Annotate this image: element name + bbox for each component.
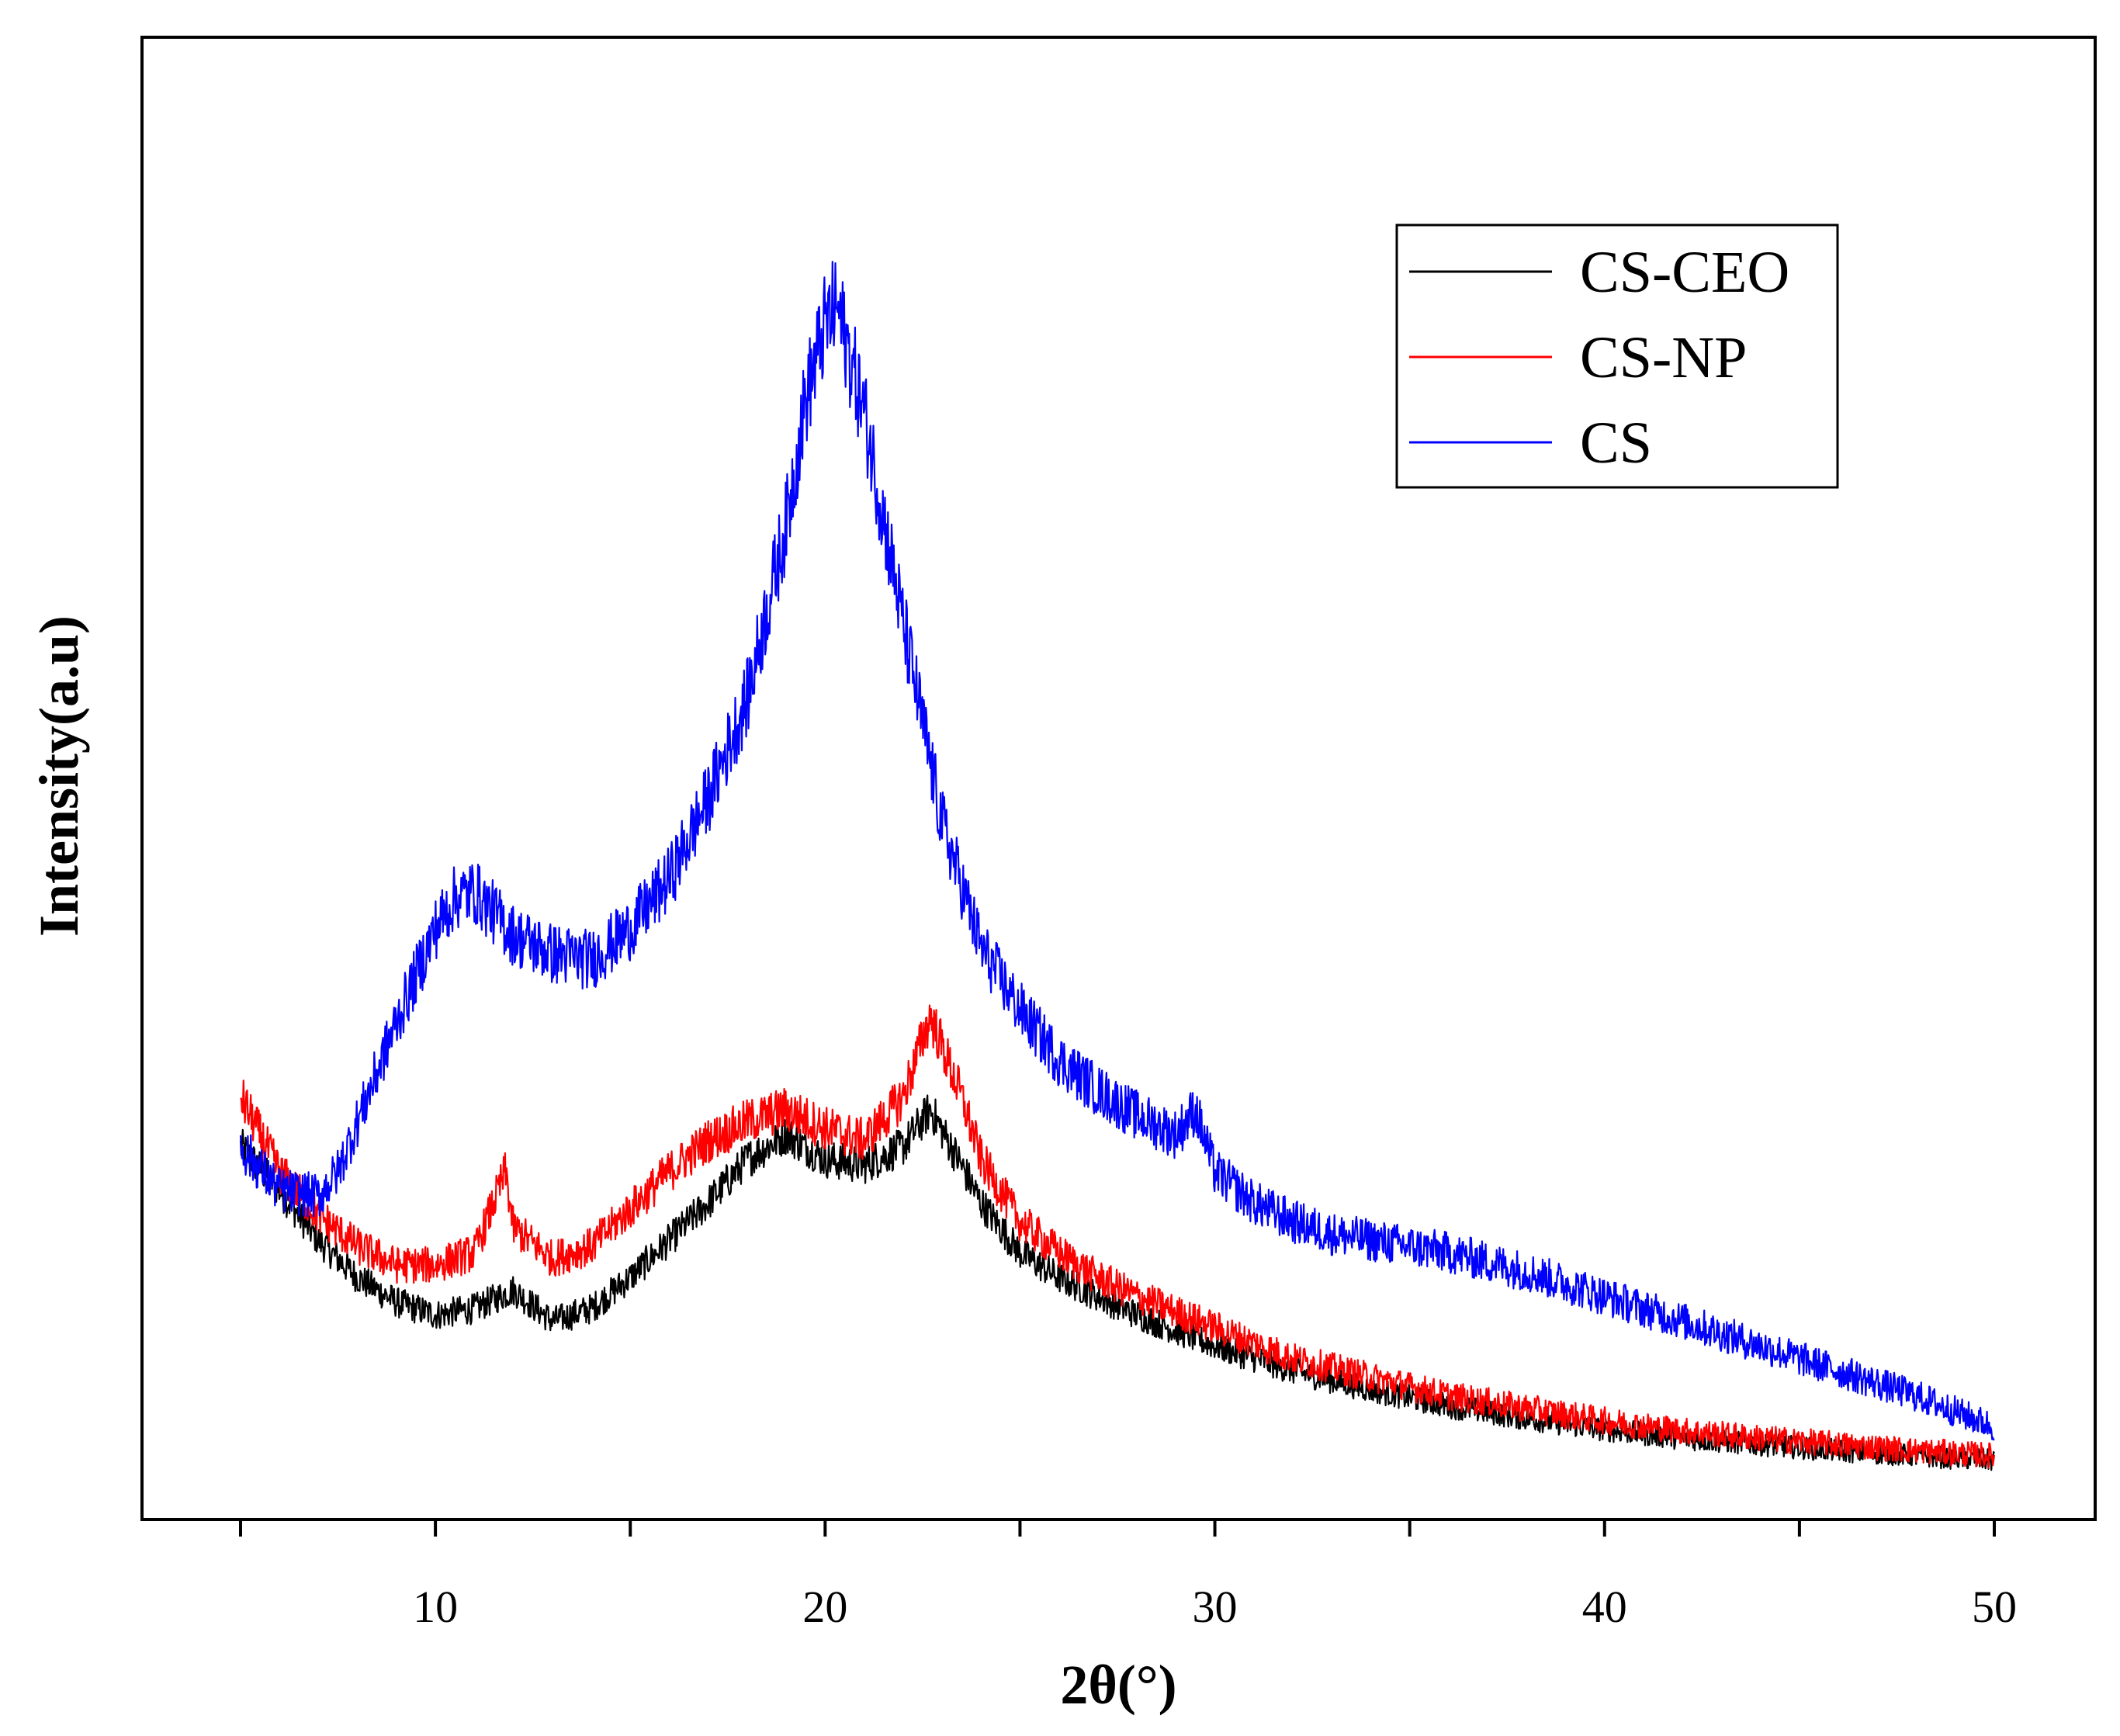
y-axis-title: Intensity(a.u) [28,615,90,937]
x-axis-title: 2θ(°) [1060,1654,1176,1716]
legend-items: CS-CEO CS-NP CS [1409,240,1789,476]
legend-label-cs: CS [1580,411,1652,476]
series-layer [239,261,1996,1471]
series-line-cs [239,261,1995,1441]
x-tick-label-10: 10 [413,1582,458,1632]
plot-frame [140,36,2097,1521]
x-tick-label-40: 40 [1582,1582,1627,1632]
x-tick-label-50: 50 [1972,1582,2017,1632]
x-tick-label-20: 20 [802,1582,847,1632]
legend: CS-CEO CS-NP CS [1395,223,1839,489]
legend-label-cs-ceo: CS-CEO [1580,240,1789,305]
legend-label-cs-np: CS-NP [1580,325,1747,390]
x-tick-label-30: 30 [1193,1582,1238,1632]
series-line-cs-np [240,1004,1996,1469]
x-axis-ticks: 10 20 30 40 50 [239,1519,2017,1632]
